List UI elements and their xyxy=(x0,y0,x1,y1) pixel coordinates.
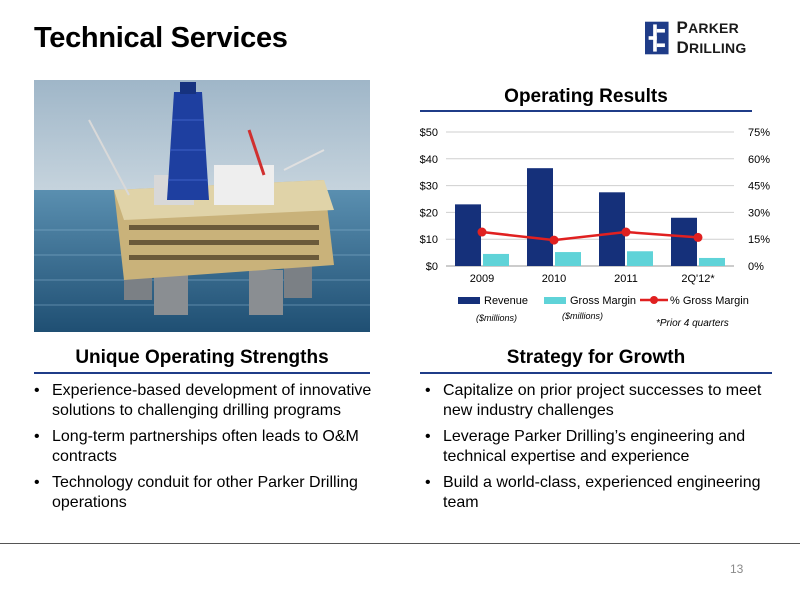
x-tick-label: 2011 xyxy=(614,273,638,285)
gross-margin-bar xyxy=(483,253,509,266)
legend-gross-margin-sub: ($millions) xyxy=(562,311,603,321)
logo-wordmark: PARKER DRILLING xyxy=(676,18,747,57)
revenue-bar xyxy=(599,192,625,266)
parker-logo-icon xyxy=(645,21,669,55)
left-bullet: Experience-based development of innovati… xyxy=(32,381,372,421)
platform-illustration xyxy=(34,80,370,332)
legend-gross-margin-swatch xyxy=(544,297,566,304)
left-bullet-list: Experience-based development of innovati… xyxy=(32,381,372,519)
legend-revenue-label: Revenue xyxy=(484,295,528,307)
y-left-tick-label: $50 xyxy=(420,127,438,139)
gross-margin-pct-line xyxy=(481,230,699,242)
y-right-tick-label: 30% xyxy=(748,207,770,219)
left-bullet: Technology conduit for other Parker Dril… xyxy=(32,473,372,513)
y-left-tick-label: $20 xyxy=(420,207,438,219)
revenue-bar xyxy=(527,168,553,266)
chart-footnote: *Prior 4 quarters xyxy=(656,318,729,329)
y-left-tick-label: $40 xyxy=(420,154,438,166)
legend-revenue-swatch xyxy=(458,297,480,304)
gross-margin-pct-point xyxy=(549,235,559,245)
right-bullet: Capitalize on prior project successes to… xyxy=(423,381,773,421)
y-right-tick-label: 45% xyxy=(748,181,770,193)
right-heading-rule xyxy=(420,372,772,374)
y-right-tick-label: 15% xyxy=(748,234,770,246)
right-bullet: Leverage Parker Drilling’s engineering a… xyxy=(423,427,773,467)
y-right-tick-label: 60% xyxy=(748,154,770,166)
legend-gross-margin-label: Gross Margin xyxy=(570,295,636,307)
right-bullet: Build a world-class, experienced enginee… xyxy=(423,473,773,513)
x-tick-label: 2010 xyxy=(542,273,566,285)
right-section-heading: Strategy for Growth xyxy=(506,347,686,368)
revenue-bar xyxy=(671,217,697,266)
right-bullet-list: Capitalize on prior project successes to… xyxy=(423,381,773,519)
gross-margin-bar xyxy=(555,252,581,266)
x-tick-label: 2Q'12* xyxy=(681,273,715,285)
y-left-tick-label: $10 xyxy=(420,234,438,246)
legend-pct-marker xyxy=(650,296,658,304)
x-tick-label: 2009 xyxy=(470,273,494,285)
gross-margin-pct-point xyxy=(477,227,487,237)
y-right-tick-label: 0% xyxy=(748,261,764,273)
chart-title: Operating Results xyxy=(504,86,668,107)
y-left-tick-label: $30 xyxy=(420,181,438,193)
page-number: 13 xyxy=(730,562,744,576)
left-section-heading: Unique Operating Strengths xyxy=(75,347,329,368)
y-left-tick-label: $0 xyxy=(426,261,438,273)
gross-margin-pct-point xyxy=(693,232,703,242)
legend-revenue-sub: ($millions) xyxy=(476,313,517,323)
footer-rule xyxy=(0,543,800,544)
slide-title: Technical Services xyxy=(34,22,288,54)
company-logo: PARKER DRILLING xyxy=(645,18,800,57)
revenue-bar xyxy=(455,204,481,266)
y-right-tick-label: 75% xyxy=(748,127,770,139)
offshore-platform-photo xyxy=(34,80,370,332)
left-heading-rule xyxy=(34,372,370,374)
gross-margin-pct-point xyxy=(621,227,631,237)
operating-results-chart: $0 $10 $20 $30 $40 $50 0% 15% 30% 45% 60% 75% 2009 20… xyxy=(420,127,771,329)
legend-pct-label: % Gross Margin xyxy=(670,295,749,307)
gross-margin-bar xyxy=(627,251,653,266)
chart-title-rule xyxy=(420,110,752,112)
gross-margin-bar xyxy=(699,257,725,266)
left-bullet: Long-term partnerships often leads to O&… xyxy=(32,427,372,467)
